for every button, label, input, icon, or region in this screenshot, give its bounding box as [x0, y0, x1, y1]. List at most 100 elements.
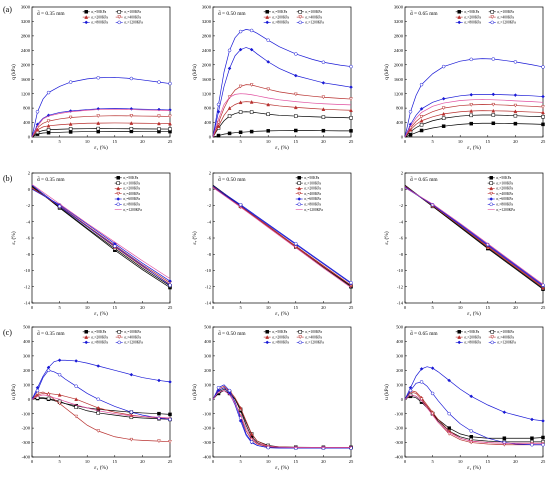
series-line-5 [404, 366, 544, 422]
y-tick-label: 500 [23, 325, 31, 330]
y-tick-label: 0 [209, 397, 212, 402]
x-tick-label: 5 [58, 139, 61, 144]
data-point-5 [541, 419, 545, 423]
data-point-6 [168, 81, 172, 86]
legend-label-5: σ₃=800KPa [464, 341, 481, 345]
data-point-3 [491, 108, 496, 113]
x-tick-label: 10 [85, 139, 90, 144]
legend-label-5: σ₃=800KPa [272, 21, 289, 25]
series-line-5 [212, 187, 352, 284]
data-point-6 [35, 388, 40, 393]
x-tick-label: 5 [431, 139, 434, 144]
legend-marker [489, 191, 494, 196]
y-tick-label: 300 [204, 353, 212, 358]
plot-frame [31, 326, 171, 458]
data-point-2 [157, 127, 161, 131]
y-tick-label: -200 [203, 426, 212, 431]
series-line-2 [212, 388, 351, 448]
y-tick-label: 500 [204, 325, 212, 330]
series-line-1 [31, 398, 171, 415]
y-tick-label: 100 [23, 382, 31, 387]
y-tick-label: 0 [209, 135, 212, 140]
y-tick-label: 0 [209, 187, 212, 192]
data-point-4 [238, 84, 243, 89]
x-axis-label: ε₁ (%) [467, 310, 481, 317]
legend-marker [489, 186, 494, 191]
data-point-5 [541, 94, 545, 99]
data-point-6 [46, 90, 51, 95]
series-line-3 [212, 186, 352, 286]
legend-marker [84, 10, 88, 14]
legend-marker [490, 20, 494, 25]
legend-label-2: σ₃=100KPa [305, 330, 322, 334]
y-tick-label: 1200 [394, 91, 404, 96]
legend-label-1: σ₃=50KPa [272, 10, 287, 14]
chart-panel-0-1: 0 5 10 15 20 25 0 400 800 1200 1600 2000 2400 2800 320… [191, 5, 354, 151]
x-tick-label: 20 [140, 305, 145, 310]
y-tick-label: 200 [396, 368, 404, 373]
legend-label-2: σ₃=100KPa [124, 330, 141, 334]
x-tick-label: 25 [168, 459, 173, 464]
y-tick-label: 100 [396, 382, 404, 387]
legend-label-3: σ₃=200KPa [464, 15, 481, 19]
y-tick-label: 0 [28, 397, 31, 402]
y-tick-label: 2800 [202, 33, 212, 38]
data-point-4 [157, 114, 161, 119]
series-line-5 [31, 188, 171, 282]
x-tick-label: 25 [541, 459, 546, 464]
data-point-4 [513, 103, 518, 108]
data-point-3 [74, 397, 79, 401]
y-axis-label: q (kPa) [383, 64, 390, 80]
x-tick-label: 0 [212, 305, 215, 310]
x-tick-label: 0 [404, 459, 407, 464]
legend-label-2: σ₃=100KPa [305, 10, 322, 14]
x-axis-label: ε₁ (%) [94, 144, 108, 151]
data-point-5 [469, 394, 474, 399]
y-tick-label: 1200 [21, 91, 31, 96]
legend-marker [298, 20, 302, 25]
y-tick-label: -6 [207, 236, 212, 241]
x-tick-label: 5 [239, 459, 242, 464]
data-point-5 [441, 96, 446, 101]
data-point-6 [157, 80, 161, 84]
y-axis-label: u (kPa) [191, 384, 198, 400]
data-point-1 [68, 130, 73, 134]
legend-label-2: σ₃=100KPa [496, 181, 513, 185]
legend-label-6: σ₃=800KPa [123, 203, 140, 207]
series-line-4 [31, 115, 171, 138]
legend-marker [489, 197, 494, 201]
legend-marker [489, 181, 493, 185]
data-point-3 [216, 124, 221, 128]
panel-annotation: d̄ = 0.50 mm [218, 330, 246, 337]
series-line-6 [212, 384, 351, 449]
data-point-2 [513, 113, 518, 118]
y-tick-label: 0 [28, 135, 31, 140]
data-point-5 [419, 367, 424, 371]
y-tick-label: -200 [395, 426, 404, 431]
legend-label-6: σ₃=800KPa [304, 203, 321, 207]
x-axis-label: ε₁ (%) [275, 464, 289, 471]
data-point-1 [408, 133, 413, 137]
series-line-5 [212, 47, 352, 138]
legend-label-6: σ₃=1200KPa [497, 341, 516, 345]
data-point-4 [96, 114, 101, 119]
y-tick-label: 100 [204, 382, 212, 387]
legend-marker [457, 330, 461, 334]
data-point-6 [447, 411, 451, 416]
y-tick-label: -4 [207, 219, 212, 224]
x-tick-label: 20 [140, 139, 145, 144]
x-tick-label: 5 [431, 459, 434, 464]
series-line-2 [212, 111, 352, 138]
y-tick-label: 400 [23, 339, 31, 344]
data-point-3 [249, 431, 254, 436]
data-point-6 [294, 241, 298, 246]
data-point-1 [96, 129, 100, 134]
legend-label-1: σ₃=50KPa [91, 330, 106, 334]
legend-marker [84, 335, 89, 339]
legend-label-4: σ₃=400KPa [305, 15, 322, 19]
data-point-4 [321, 95, 326, 100]
data-point-6 [530, 442, 534, 447]
data-point-1 [441, 124, 446, 128]
